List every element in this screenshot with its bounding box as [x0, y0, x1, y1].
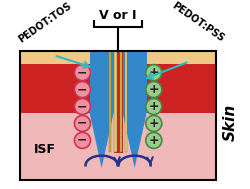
Bar — [20, 113, 215, 180]
Circle shape — [145, 98, 161, 115]
FancyBboxPatch shape — [94, 4, 142, 27]
Text: Skin: Skin — [222, 103, 237, 140]
Bar — [122, 51, 146, 113]
Text: −: − — [77, 100, 87, 113]
Text: PEDOT:PSS: PEDOT:PSS — [170, 1, 226, 44]
Circle shape — [145, 115, 161, 132]
Bar — [20, 51, 215, 64]
Text: V or I: V or I — [99, 9, 136, 22]
Polygon shape — [122, 113, 146, 168]
Bar — [114, 51, 116, 152]
Polygon shape — [89, 113, 113, 168]
Text: +: + — [148, 83, 158, 96]
Bar — [20, 51, 215, 180]
Text: +: + — [148, 134, 158, 147]
Bar — [20, 51, 215, 180]
Bar — [113, 51, 123, 153]
Circle shape — [74, 81, 90, 98]
Circle shape — [74, 132, 90, 148]
Bar — [124, 51, 127, 152]
Text: PEDOT:TOS: PEDOT:TOS — [16, 0, 73, 44]
Text: −: − — [77, 134, 87, 147]
Text: −: − — [77, 117, 87, 130]
Text: +: + — [148, 100, 158, 113]
Circle shape — [74, 98, 90, 115]
Bar — [108, 51, 111, 152]
Text: +: + — [148, 117, 158, 130]
Text: +: + — [148, 66, 158, 79]
Text: −: − — [77, 66, 87, 79]
Circle shape — [145, 65, 161, 81]
Circle shape — [145, 81, 161, 98]
Circle shape — [74, 65, 90, 81]
Bar — [119, 51, 122, 152]
Bar — [89, 51, 113, 113]
Circle shape — [74, 115, 90, 132]
Text: ISF: ISF — [34, 143, 56, 156]
Text: −: − — [77, 83, 87, 96]
Circle shape — [145, 132, 161, 148]
